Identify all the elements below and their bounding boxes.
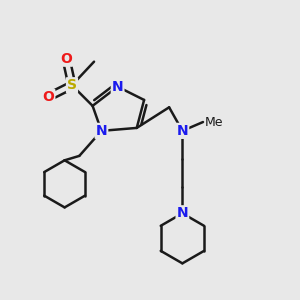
Text: S: S [67,78,77,92]
Text: N: N [177,124,188,138]
Text: Me: Me [205,116,223,128]
Text: N: N [96,124,107,138]
Text: N: N [177,206,188,220]
Text: N: N [112,80,123,94]
Text: O: O [43,90,54,104]
Text: O: O [60,52,72,66]
